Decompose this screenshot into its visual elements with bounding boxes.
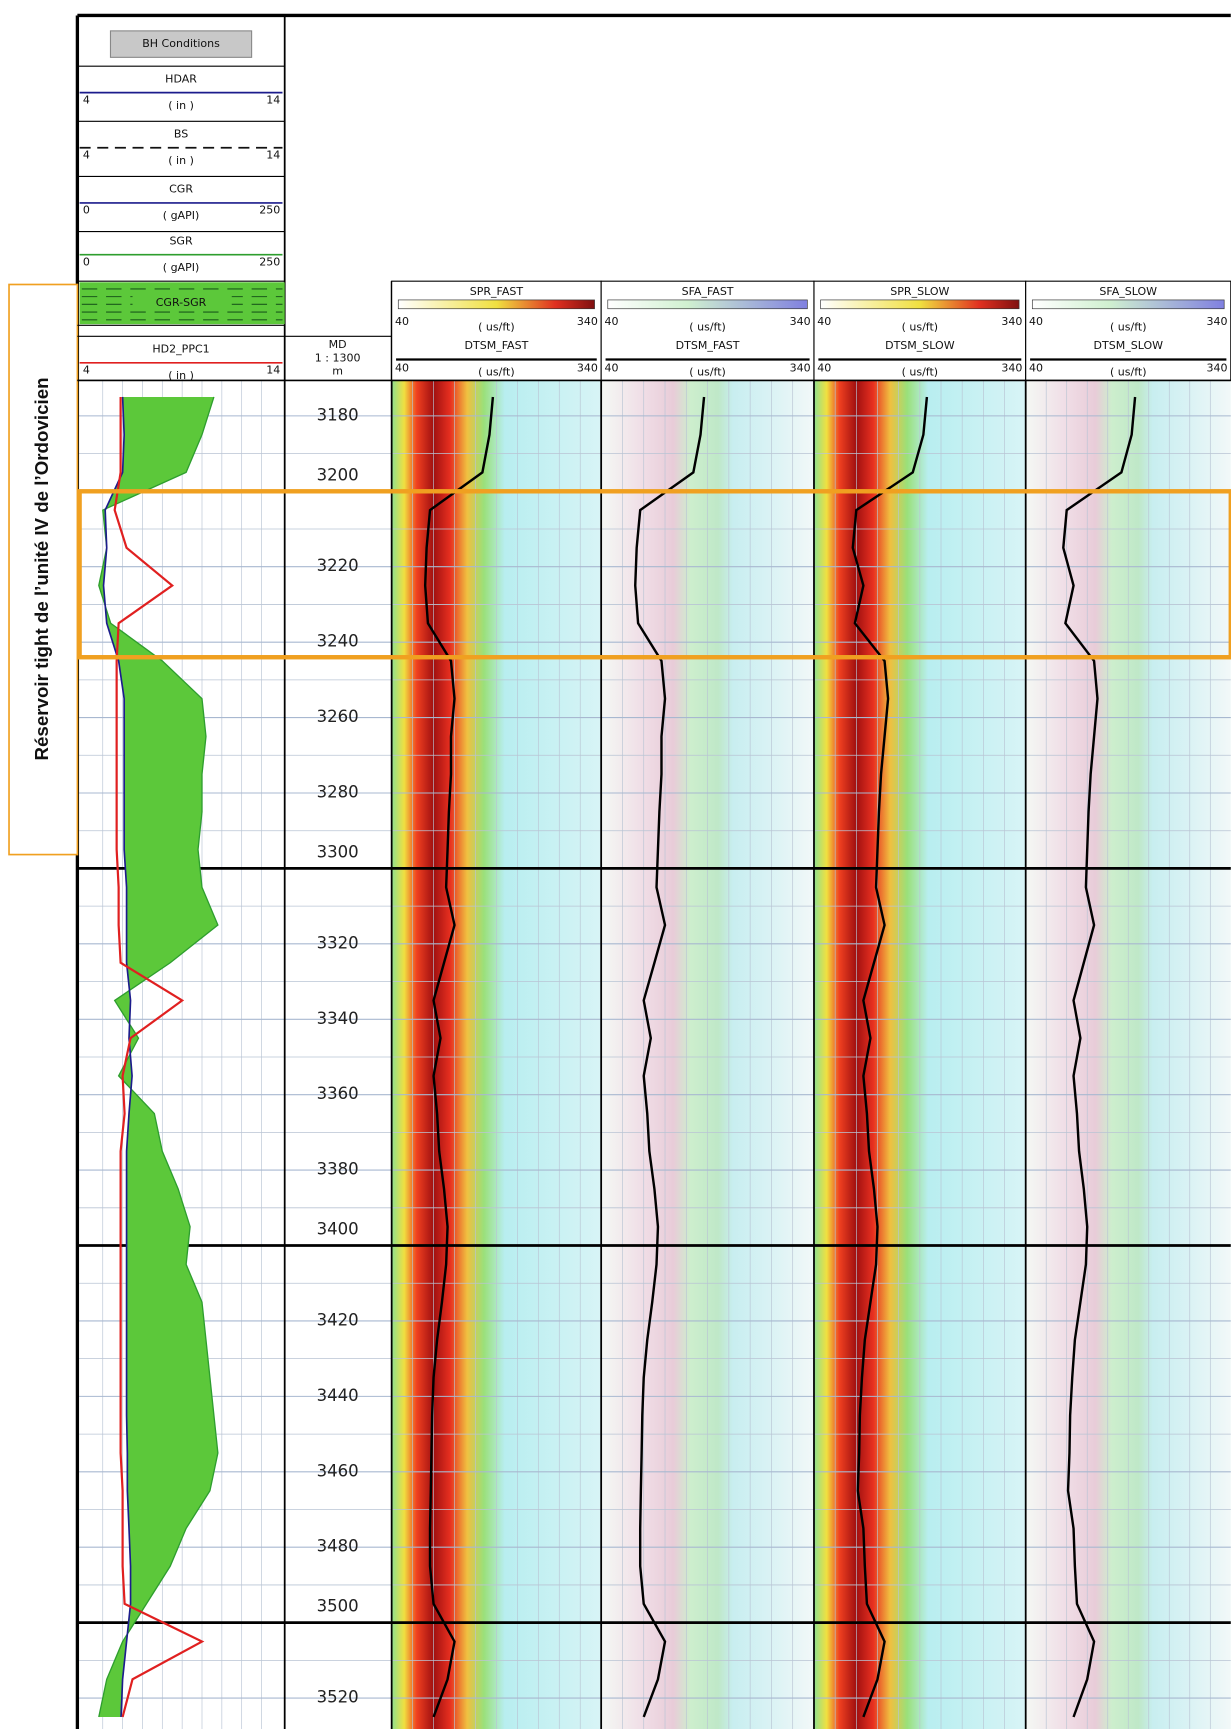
depth-header: m	[332, 365, 343, 378]
track-header	[600, 280, 815, 381]
scale-min: 40	[395, 315, 409, 328]
unit: ( us/ft)	[689, 366, 726, 379]
scale-max: 340	[1001, 361, 1022, 374]
dtsm-curve	[423, 396, 495, 1718]
unit: ( us/ft)	[478, 366, 515, 379]
depth-label: 3360	[317, 1084, 359, 1103]
curve-name: SGR	[169, 234, 193, 247]
curve-name: BS	[174, 128, 188, 141]
depth-label: 3420	[317, 1310, 359, 1329]
scale-min: 4	[83, 364, 90, 377]
depth-label: 3460	[317, 1461, 359, 1480]
unit: ( us/ft)	[902, 320, 939, 333]
scale-max: 340	[577, 361, 598, 374]
unit: ( in )	[168, 99, 194, 112]
track-header	[813, 280, 1027, 381]
annotation: Réservoir tight de l’unité IV de l’Ordov…	[31, 377, 52, 760]
color-bar	[1031, 299, 1225, 310]
scale-min: 40	[604, 315, 618, 328]
depth-label: 3180	[317, 405, 359, 424]
depth-label: 3340	[317, 1009, 359, 1028]
scale-min: 40	[817, 315, 831, 328]
image-name: SFA_SLOW	[1099, 285, 1157, 298]
cgr-curve	[102, 396, 133, 1718]
scale-max: 340	[790, 361, 811, 374]
curve-name: DTSM_FAST	[676, 339, 740, 352]
bh-button	[109, 30, 253, 58]
image-name: SPR_FAST	[470, 285, 524, 298]
scale-max: 340	[577, 315, 598, 328]
dtsm-curve	[851, 396, 929, 1718]
unit: ( gAPI)	[163, 261, 200, 274]
scale-min: 40	[817, 361, 831, 374]
fill-name: CGR-SGR	[156, 296, 207, 309]
unit: ( us/ft)	[1110, 320, 1147, 333]
track-header	[1025, 280, 1231, 381]
scale-min: 0	[83, 255, 90, 268]
curve-name: DTSM_SLOW	[885, 339, 955, 352]
scale-max: 340	[790, 315, 811, 328]
scale-max: 14	[266, 93, 280, 106]
depth-label: 3380	[317, 1160, 359, 1179]
dtsm-curve	[634, 396, 706, 1718]
depth-label: 3240	[317, 632, 359, 651]
scale-min: 4	[83, 93, 90, 106]
depth-label: 3220	[317, 556, 359, 575]
sgr-curve	[98, 396, 219, 1718]
curve-name: HD2_PPC1	[152, 343, 209, 356]
unit: ( us/ft)	[1110, 366, 1147, 379]
depth-label: 3200	[317, 465, 359, 484]
scale-min: 40	[1029, 361, 1043, 374]
depth-label: 3280	[317, 782, 359, 801]
scale-max: 14	[266, 148, 280, 161]
fill-label-bg	[132, 295, 232, 311]
scale-min: 40	[1029, 315, 1043, 328]
color-bar	[820, 299, 1020, 310]
depth-label: 3500	[317, 1597, 359, 1616]
scale-max: 340	[1206, 315, 1227, 328]
image-name: SPR_SLOW	[890, 285, 949, 298]
color-bar	[397, 299, 595, 310]
scale-min: 0	[83, 204, 90, 217]
scale-max: 340	[1001, 315, 1022, 328]
scale-max: 250	[259, 204, 280, 217]
annotation-box	[8, 283, 79, 856]
curve-name: CGR	[169, 183, 193, 196]
scale-min: 40	[604, 361, 618, 374]
color-bar	[607, 299, 808, 310]
unit: ( gAPI)	[163, 209, 200, 222]
depth-label: 3260	[317, 707, 359, 726]
curve-name: DTSM_FAST	[465, 339, 529, 352]
depth-header: MD	[329, 338, 347, 351]
unit: ( us/ft)	[689, 320, 726, 333]
unit: ( in )	[168, 369, 194, 382]
bh-conditions: BH Conditions	[142, 37, 220, 50]
curve-name: HDAR	[165, 72, 197, 85]
cgr-sgr-fill	[98, 396, 218, 1717]
depth-label: 3480	[317, 1537, 359, 1556]
depth-label: 3520	[317, 1688, 359, 1707]
hd2-curve	[113, 396, 205, 1718]
depth-label: 3300	[317, 842, 359, 861]
dtsm-curve	[1062, 396, 1137, 1718]
depth-label: 3440	[317, 1386, 359, 1405]
depth-label: 3400	[317, 1220, 359, 1239]
scale-max: 14	[266, 364, 280, 377]
scale-min: 4	[83, 148, 90, 161]
unit: ( us/ft)	[478, 320, 515, 333]
scale-max: 250	[259, 255, 280, 268]
scale-max: 340	[1206, 361, 1227, 374]
unit: ( us/ft)	[902, 366, 939, 379]
scale-min: 40	[395, 361, 409, 374]
curve-name: DTSM_SLOW	[1093, 339, 1163, 352]
depth-header: 1 : 1300	[315, 351, 361, 364]
unit: ( in )	[168, 154, 194, 167]
image-name: SFA_FAST	[682, 285, 734, 298]
depth-label: 3320	[317, 933, 359, 952]
